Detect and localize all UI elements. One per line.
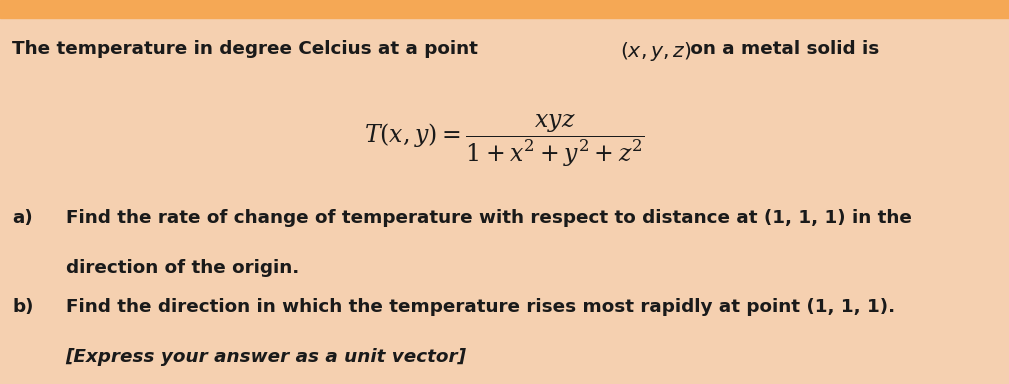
Text: $(x, y, z)$: $(x, y, z)$	[620, 40, 691, 63]
Text: b): b)	[12, 298, 33, 316]
Text: The temperature in degree Celcius at a point: The temperature in degree Celcius at a p…	[12, 40, 484, 58]
Text: Find the direction in which the temperature rises most rapidly at point (1, 1, 1: Find the direction in which the temperat…	[66, 298, 895, 316]
Text: Find the rate of change of temperature with respect to distance at (1, 1, 1) in : Find the rate of change of temperature w…	[66, 209, 911, 227]
Bar	[0, 0, 1009, 18]
Text: on a metal solid is: on a metal solid is	[684, 40, 880, 58]
Text: [Express your answer as a unit vector]: [Express your answer as a unit vector]	[66, 348, 466, 366]
Text: a): a)	[12, 209, 33, 227]
Text: direction of the origin.: direction of the origin.	[66, 259, 299, 277]
Text: $T\left(x,y\right)=\dfrac{xyz}{1+x^{2}+y^{2}+z^{2}}$: $T\left(x,y\right)=\dfrac{xyz}{1+x^{2}+y…	[364, 113, 645, 169]
